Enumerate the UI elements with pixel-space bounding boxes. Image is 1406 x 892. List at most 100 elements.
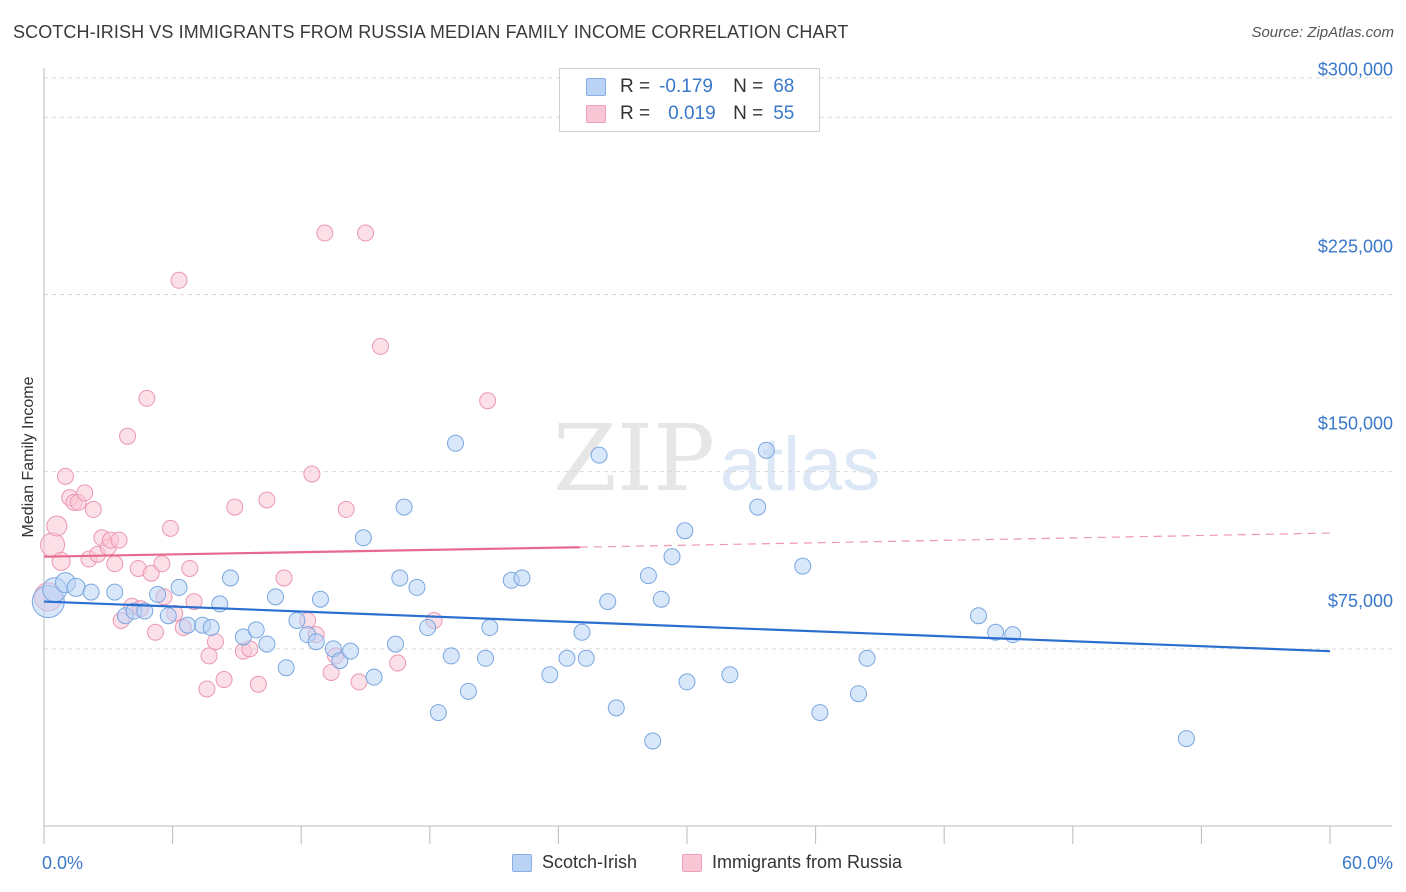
data-point-immigrants-from-russia (372, 337, 390, 355)
data-point-immigrants-from-russia (303, 465, 321, 483)
data-point-scotch-irish (266, 588, 284, 606)
data-point-scotch-irish (477, 649, 495, 667)
data-point-scotch-irish (678, 673, 696, 691)
legend-item-scotch-irish[interactable]: Scotch-Irish (512, 852, 637, 873)
data-point-scotch-irish (558, 649, 576, 667)
data-point-scotch-irish (849, 685, 867, 703)
y-tick-label: $300,000 (1318, 59, 1393, 79)
data-point-scotch-irish (331, 652, 349, 670)
data-point-scotch-irish (247, 621, 265, 639)
legend-r-value: 0.019 (668, 103, 716, 124)
data-point-immigrants-from-russia (389, 654, 407, 672)
legend-r-label: R = (620, 103, 651, 124)
data-point-immigrants-from-russia (206, 633, 224, 651)
data-point-immigrants-from-russia (56, 467, 74, 485)
data-point-scotch-irish (408, 578, 426, 596)
data-point-scotch-irish (811, 704, 829, 722)
data-point-scotch-irish (258, 635, 276, 653)
data-point-immigrants-from-russia (153, 555, 171, 573)
trend-lines (43, 532, 1331, 653)
x-tick-label-max: 60.0% (1342, 853, 1393, 873)
legend-label-scotch-irish: Scotch-Irish (542, 852, 638, 872)
data-point-immigrants-from-russia (275, 569, 293, 587)
data-point-immigrants-from-russia (215, 671, 233, 689)
axis-labels: $75,000 $150,000 $225,000 $300,000 0.0% 60.0%… (20, 59, 1393, 873)
legend-n-value: 68 (773, 76, 795, 97)
data-point-scotch-irish (513, 569, 531, 587)
data-point-immigrants-from-russia (146, 623, 164, 641)
data-point-immigrants-from-russia (185, 593, 203, 611)
data-point-scotch-irish (179, 616, 197, 634)
trend-line-scotch-irish (43, 600, 1331, 653)
data-point-scotch-irish (391, 569, 409, 587)
correlation-legend: R = -0.179 N = 68 R = 0.019 N = 55 (559, 68, 820, 132)
legend-r-label: R = (620, 76, 651, 97)
y-tick-label: $150,000 (1318, 414, 1393, 434)
data-point-immigrants-from-russia (200, 647, 218, 665)
data-point-scotch-irish (607, 699, 625, 717)
data-point-scotch-irish (365, 668, 383, 686)
data-point-scotch-irish (794, 557, 812, 575)
data-point-immigrants-from-russia (357, 224, 374, 242)
data-point-immigrants-from-russia (119, 427, 137, 445)
data-point-immigrants-from-russia (479, 392, 497, 410)
data-point-scotch-irish (676, 522, 694, 540)
data-point-scotch-irish (419, 619, 437, 637)
data-point-immigrants-from-russia (170, 271, 188, 289)
x-tick-label-min: 0.0% (42, 853, 83, 873)
data-point-immigrants-from-russia (110, 531, 128, 549)
data-point-scotch-irish (106, 583, 124, 601)
data-point-scotch-irish (82, 583, 100, 601)
data-point-scotch-irish (136, 602, 154, 620)
data-point-immigrants-from-russia (161, 519, 179, 537)
data-point-immigrants-from-russia (51, 551, 71, 571)
data-point-immigrants-from-russia (76, 484, 94, 502)
data-point-scotch-irish (288, 611, 306, 629)
data-point-scotch-irish (429, 704, 447, 722)
data-point-immigrants-from-russia (350, 673, 368, 691)
data-point-scotch-irish (969, 607, 987, 625)
axes (43, 68, 1392, 844)
data-point-scotch-irish (541, 666, 559, 684)
data-point-immigrants-from-russia (46, 515, 68, 537)
data-point-scotch-irish (757, 441, 775, 459)
data-point-immigrants-from-russia (84, 500, 102, 518)
data-point-scotch-irish (577, 649, 595, 667)
data-point-scotch-irish (442, 647, 460, 665)
legend-swatch-blue (512, 853, 532, 872)
y-tick-label: $225,000 (1318, 236, 1393, 256)
data-point-scotch-irish (387, 635, 405, 653)
legend-row-immigrants-from-russia: R = 0.019 N = 55 (586, 102, 794, 126)
chart-title: SCOTCH-IRISH VS IMMIGRANTS FROM RUSSIA M… (13, 22, 849, 42)
y-axis-title: Median Family Income (20, 376, 37, 537)
source-label: Source: ZipAtlas.com (1251, 24, 1394, 41)
data-point-scotch-irish (987, 623, 1005, 641)
data-point-scotch-irish (459, 682, 477, 700)
data-point-scotch-irish (749, 498, 767, 516)
legend-r-value: -0.179 (659, 76, 713, 97)
y-tick-label: $75,000 (1328, 591, 1393, 611)
data-point-immigrants-from-russia (337, 500, 355, 518)
data-point-immigrants-from-russia (322, 663, 340, 681)
data-point-scotch-irish (221, 569, 239, 587)
watermark-atlas: atlas (720, 422, 881, 507)
data-point-scotch-irish (354, 529, 372, 547)
legend-row-scotch-irish: R = -0.179 N = 68 (586, 75, 794, 99)
data-point-scotch-irish (639, 567, 657, 585)
legend-swatch-blue (586, 78, 606, 96)
data-point-immigrants-from-russia (181, 559, 199, 577)
legend-item-immigrants-from-russia[interactable]: Immigrants from Russia (682, 852, 902, 873)
data-point-immigrants-from-russia (226, 498, 244, 516)
legend-swatch-pink (586, 105, 606, 123)
data-point-immigrants-from-russia (106, 555, 124, 573)
data-point-immigrants-from-russia (249, 675, 267, 693)
data-point-scotch-irish (858, 649, 876, 667)
data-point-scotch-irish (590, 446, 608, 464)
data-point-immigrants-from-russia (198, 680, 216, 698)
data-point-immigrants-from-russia (258, 491, 276, 509)
trend-line-immigrants-from-russia (43, 546, 580, 558)
data-point-scotch-irish (447, 434, 465, 452)
series-scotch-irish (31, 434, 1195, 750)
data-point-scotch-irish (341, 642, 359, 660)
legend-n-label: N = (733, 103, 764, 124)
